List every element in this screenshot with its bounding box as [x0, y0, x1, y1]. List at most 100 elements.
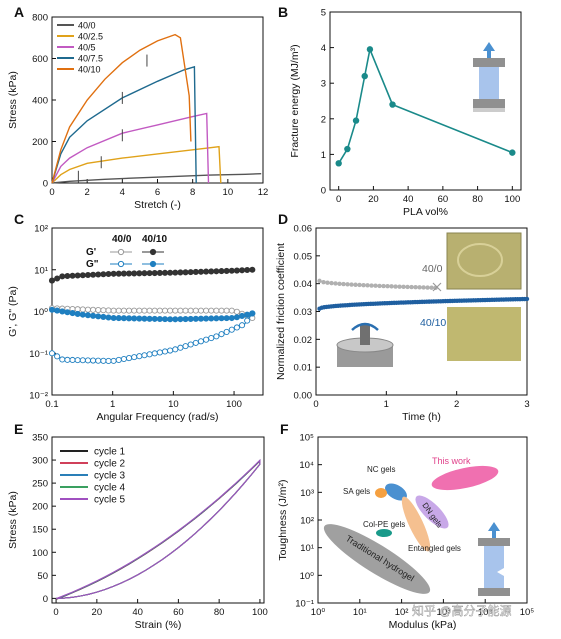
data-point [429, 285, 434, 290]
data-point [120, 315, 127, 322]
legend-swatch-marker [149, 248, 157, 256]
panel-label-c: C [14, 211, 24, 227]
surface-photo-40-0 [446, 232, 522, 290]
y-tick-label: 10⁰ [300, 571, 315, 582]
data-point [146, 315, 153, 322]
data-point [136, 315, 143, 322]
data-point [69, 356, 76, 364]
data-point [172, 316, 179, 323]
data-point [161, 269, 169, 276]
data-point [213, 333, 220, 340]
data-point [105, 357, 112, 364]
pull-arrow-icon [483, 42, 495, 58]
data-point [59, 356, 66, 363]
y-tick-label: 200 [32, 137, 48, 148]
data-point [329, 280, 334, 286]
data-point [161, 307, 169, 314]
y-tick-label: 3 [321, 79, 326, 90]
data-point [187, 307, 194, 314]
legend-row-label: G' [86, 247, 96, 258]
data-point [79, 311, 86, 318]
data-point [69, 310, 76, 317]
data-point [238, 312, 246, 320]
data-point [385, 284, 390, 289]
data-point [369, 283, 374, 288]
data-point [192, 307, 199, 314]
data-point [223, 307, 230, 314]
data-point [228, 314, 235, 322]
x-tick-label: 10² [395, 607, 409, 618]
data-point [146, 351, 153, 358]
legend-entry: cycle 4 [94, 483, 126, 494]
region-label: NC gels [367, 465, 395, 474]
data-point [366, 46, 374, 53]
base [473, 108, 505, 112]
legend-row-label: G" [86, 259, 99, 270]
data-point [524, 296, 530, 302]
plot-frame-e [51, 436, 265, 604]
y-axis-label: Stress (kPa) [7, 491, 19, 549]
data-point [393, 284, 398, 289]
y-tick-label: 150 [32, 525, 48, 536]
data-point [425, 285, 430, 290]
y-tick-label: 10⁴ [299, 460, 314, 471]
data-point [333, 281, 338, 286]
cycle-line-4 [55, 459, 261, 600]
legend-entry: cycle 3 [94, 471, 126, 482]
data-point [228, 267, 235, 274]
data-point [90, 306, 97, 313]
data-point [192, 339, 199, 346]
data-point [48, 277, 56, 284]
data-point [353, 282, 358, 287]
data-point [361, 282, 366, 288]
y-tick-label: 10⁵ [299, 433, 314, 444]
y-tick-label: 1 [321, 150, 326, 161]
x-axis-label: Strain (%) [135, 619, 182, 631]
data-point [136, 307, 143, 314]
x-axis-label: PLA vol% [403, 206, 448, 218]
notched-sample-icon [478, 522, 510, 596]
y-axis-label: Stress (kPa) [7, 71, 19, 129]
series-line-40-2.5 [51, 145, 222, 184]
data-point [509, 149, 516, 156]
data-point [156, 315, 163, 323]
data-point [213, 268, 220, 275]
x-tick-label: 0 [49, 187, 54, 198]
data-point [238, 267, 246, 274]
data-point [177, 316, 184, 323]
data-point [357, 282, 362, 288]
x-tick-label: 3 [524, 399, 529, 410]
y-tick-label: 5 [321, 8, 326, 19]
data-point [95, 271, 102, 278]
y-tick-label: 0.00 [294, 391, 313, 402]
region-label: Entangled gels [408, 544, 461, 553]
data-point [115, 356, 122, 363]
data-point [64, 272, 71, 280]
data-point [187, 315, 194, 322]
data-point [131, 315, 138, 322]
region-label: This work [432, 456, 471, 466]
x-tick-label: 10 [168, 399, 179, 410]
data-point [373, 283, 378, 288]
data-point [156, 349, 163, 356]
pull-arrow-icon [488, 522, 500, 538]
pin [360, 325, 370, 345]
series-line-40-0 [51, 173, 262, 184]
data-point [120, 307, 127, 314]
data-point [54, 275, 61, 282]
data-point [182, 343, 189, 350]
y-axis-label: Toughness (J/m²) [277, 479, 289, 560]
y-tick-label: 50 [37, 571, 48, 582]
y-tick-label: 300 [32, 456, 48, 467]
data-point [79, 306, 86, 313]
data-point [197, 338, 205, 345]
legend-entry: 40/7.5 [78, 54, 103, 64]
data-point [115, 270, 122, 277]
panel-label-f: F [280, 421, 289, 437]
data-point [95, 306, 102, 314]
y-tick-label: 10¹ [300, 543, 314, 554]
series-line-40-5 [51, 112, 210, 184]
x-tick-label: 0 [53, 607, 58, 618]
data-point [136, 270, 143, 277]
panel-label-d: D [278, 211, 288, 227]
